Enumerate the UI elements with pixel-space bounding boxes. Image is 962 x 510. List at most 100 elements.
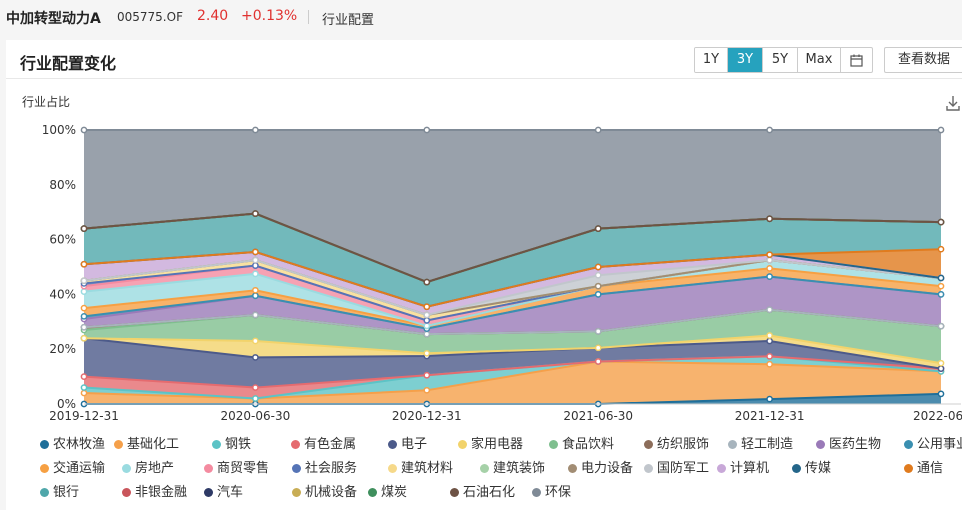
legend-item[interactable]: 商贸零售 <box>204 460 269 478</box>
legend-item[interactable]: 银行 <box>40 484 79 502</box>
fund-name: 中加转型动力A <box>6 11 101 27</box>
range-5y-button[interactable]: 5Y <box>763 48 798 72</box>
point-通信 <box>423 303 431 311</box>
range-3y-button[interactable]: 3Y <box>728 48 763 72</box>
legend-item[interactable]: 农林牧渔 <box>40 436 105 454</box>
area-钢铁 <box>84 356 941 399</box>
legend-label: 有色金属 <box>304 437 357 452</box>
point-轻工制造 <box>594 328 602 335</box>
range-max-button[interactable]: Max <box>798 48 841 72</box>
line-轻工制造 <box>83 308 942 336</box>
legend-item[interactable]: 国防军工 <box>644 460 709 478</box>
range-1y-button[interactable]: 1Y <box>695 48 728 72</box>
line-石油石化 <box>83 212 942 284</box>
point-农林牧渔 <box>766 395 773 403</box>
view-data-button[interactable]: 查看数据 <box>884 47 962 73</box>
legend-marker <box>292 464 301 473</box>
point-交通运输 <box>80 304 88 312</box>
legend-item[interactable]: 计算机 <box>717 460 769 478</box>
legend-item[interactable]: 家用电器 <box>458 436 523 454</box>
download-icon[interactable] <box>946 95 960 115</box>
legend-item[interactable]: 纺织服饰 <box>644 436 709 454</box>
area-环保 <box>84 130 941 283</box>
point-石油石化 <box>80 225 88 232</box>
legend-label: 建筑装饰 <box>493 461 546 476</box>
x-tick-label: 2021-12-31 <box>735 409 805 423</box>
point-有色金属 <box>594 358 602 365</box>
legend-label: 公用事业 <box>917 437 962 452</box>
point-轻工制造 <box>80 323 88 331</box>
title-divider <box>6 78 962 79</box>
point-基础化工 <box>766 360 773 368</box>
point-国防军工 <box>594 271 602 279</box>
legend-item[interactable]: 石油石化 <box>450 484 515 502</box>
legend-marker <box>904 464 913 473</box>
legend-item[interactable]: 基础化工 <box>114 436 179 454</box>
area-家用电器 <box>84 335 941 369</box>
legend-item[interactable]: 公用事业 <box>904 436 962 454</box>
legend-marker <box>450 488 459 497</box>
line-电子 <box>83 337 942 370</box>
legend-item[interactable]: 环保 <box>532 484 571 502</box>
point-石油石化 <box>252 210 259 217</box>
legend-item[interactable]: 轻工制造 <box>728 436 793 454</box>
legend-item[interactable]: 社会服务 <box>292 460 357 478</box>
x-tick-label: 2020-12-31 <box>392 409 462 423</box>
legend-item[interactable]: 建筑材料 <box>388 460 453 478</box>
point-农林牧渔 <box>937 390 945 398</box>
point-社会服务 <box>252 262 259 269</box>
legend-label: 商贸零售 <box>217 461 270 476</box>
legend-item[interactable]: 非银金融 <box>122 484 187 502</box>
point-公用事业 <box>766 273 773 280</box>
legend-item[interactable]: 煤炭 <box>368 484 407 502</box>
y-axis-unit-label: 行业占比 <box>22 95 71 109</box>
legend-item[interactable]: 机械设备 <box>292 484 357 502</box>
legend-item[interactable]: 交通运输 <box>40 460 105 478</box>
point-公用事业 <box>594 291 602 298</box>
point-轻工制造 <box>423 330 431 338</box>
point-房地产 <box>80 288 88 296</box>
legend-item[interactable]: 食品饮料 <box>549 436 614 454</box>
legend-item[interactable]: 有色金属 <box>291 436 356 454</box>
legend-item[interactable]: 建筑装饰 <box>480 460 545 478</box>
breadcrumb[interactable]: 行业配置 <box>322 13 375 28</box>
y-tick-label: 60% <box>49 233 76 247</box>
legend-label: 基础化工 <box>127 437 180 452</box>
calendar-icon[interactable] <box>841 48 872 72</box>
legend-item[interactable]: 医药生物 <box>816 436 881 454</box>
legend-item[interactable]: 汽车 <box>204 484 243 502</box>
legend-label: 煤炭 <box>381 485 408 500</box>
point-通信 <box>594 263 602 271</box>
point-石油石化 <box>423 278 431 286</box>
legend-marker <box>480 464 489 473</box>
legend-label: 通信 <box>917 461 944 476</box>
stacked-area-chart: 0% 20% 40% 60% 80% 100% 2019-12-31 2020-06-30 20… <box>42 123 962 423</box>
legend-marker <box>728 440 737 449</box>
legend-label: 社会服务 <box>305 461 358 476</box>
point-家用电器 <box>937 359 945 367</box>
legend-marker <box>40 488 49 497</box>
legend-item[interactable]: 电力设备 <box>568 460 633 478</box>
fund-change: +0.13% <box>241 8 298 24</box>
legend-item[interactable]: 钢铁 <box>212 436 251 454</box>
legend-marker <box>292 488 301 497</box>
point-家用电器 <box>423 349 431 357</box>
range-selector: 1Y 3Y 5Y Max <box>694 47 873 73</box>
legend-label: 房地产 <box>135 461 175 476</box>
legend-marker <box>532 488 541 497</box>
legend-item[interactable]: 房地产 <box>122 460 174 478</box>
legend-marker <box>212 440 221 449</box>
area-农林牧渔 <box>84 393 941 404</box>
industry-allocation-card: 行业配置变化 1Y 3Y 5Y Max 查看数据 行业占比 0% 20% 40% 60… <box>6 40 962 510</box>
point-环保 <box>594 126 602 134</box>
legend-item[interactable]: 通信 <box>904 460 943 478</box>
point-环保 <box>937 126 945 134</box>
legend-label: 传媒 <box>805 461 832 476</box>
header-divider <box>308 10 309 24</box>
legend-item[interactable]: 电子 <box>388 436 427 454</box>
legend-marker <box>792 464 801 473</box>
legend-item[interactable]: 传媒 <box>792 460 831 478</box>
point-国防军工 <box>766 256 773 264</box>
point-轻工制造 <box>252 311 259 319</box>
y-tick-label: 20% <box>49 342 76 356</box>
